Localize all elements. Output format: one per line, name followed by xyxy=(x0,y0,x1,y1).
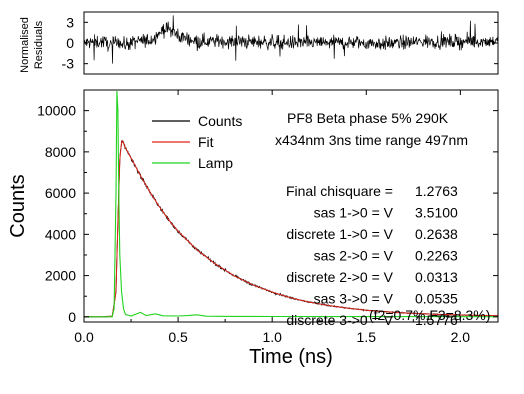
annotation-row-label: discrete 2->0 = V xyxy=(286,269,393,285)
residuals-series-group xyxy=(83,15,499,64)
annotation-row-label: sas 2->0 = V xyxy=(314,248,394,264)
decay-series-group xyxy=(83,90,499,318)
residuals-ylabel-line2: Residuals xyxy=(33,20,45,69)
annotation-title-line1: PF8 Beta phase 5% 290K xyxy=(287,110,449,126)
xtick-label: 0.5 xyxy=(168,329,188,345)
ytick-label: 4000 xyxy=(45,226,76,242)
annotation-rows: Final chisquare = 1.2763 sas 1->0 = V 3.510… xyxy=(286,183,458,328)
annotation-row-value: 1.2763 xyxy=(415,183,458,199)
ytick-label: 8000 xyxy=(45,144,76,160)
annotation-footnote: (f2=0.7%,F3=8.3%) xyxy=(369,307,490,323)
annotation-row-label: discrete 3->0 = V xyxy=(286,312,393,328)
residuals-ytick-label: -3 xyxy=(62,56,75,72)
annotation-row-value: 1.5776 xyxy=(415,312,458,328)
decay-panel: 0.0 0.5 1.0 1.5 2.0 0 2000 4000 6000 8000 10000 T… xyxy=(7,89,499,368)
series-line-lamp xyxy=(84,90,499,318)
ytick-label: 0 xyxy=(68,309,76,325)
legend-label-fit: Fit xyxy=(198,134,214,150)
xtick-label: 0.0 xyxy=(74,329,94,345)
residuals-line-0 xyxy=(83,15,499,64)
annotation-row-value: 0.2263 xyxy=(415,248,458,264)
annotation-row-value: 3.5100 xyxy=(415,205,458,221)
xtick-label: 1.0 xyxy=(262,329,282,345)
residuals-y-ticks: -3 0 3 xyxy=(62,14,498,72)
series-line-fit xyxy=(84,139,498,318)
fit-annotations: PF8 Beta phase 5% 290K x434nm 3ns time r… xyxy=(275,110,490,328)
y-axis-label: Counts xyxy=(7,174,29,237)
decay-y-ticks: 0 2000 4000 6000 8000 10000 xyxy=(37,103,498,325)
annotation-row-label: sas 1->0 = V xyxy=(314,205,394,221)
residuals-ylabel-line1: Normalised xyxy=(19,17,31,73)
residuals-panel: -3 0 3 Normalised Residuals xyxy=(19,11,499,75)
ytick-label: 6000 xyxy=(45,185,76,201)
annotation-row-label: Final chisquare = xyxy=(286,183,393,199)
legend: Counts Fit Lamp xyxy=(152,113,242,171)
decay-plot-frame xyxy=(83,89,499,323)
annotation-row-label: sas 3->0 = V xyxy=(314,291,394,307)
decay-x-ticks: 0.0 0.5 1.0 1.5 2.0 xyxy=(74,90,470,345)
annotation-row-value: 0.0535 xyxy=(415,291,458,307)
annotation-title-line2: x434nm 3ns time range 497nm xyxy=(275,132,468,148)
ytick-label: 10000 xyxy=(37,103,76,119)
residuals-ytick-label: 3 xyxy=(66,14,74,30)
annotation-row-label: discrete 1->0 = V xyxy=(286,226,393,242)
legend-label-counts: Counts xyxy=(198,113,242,129)
annotation-row-value: 0.2638 xyxy=(415,226,458,242)
x-axis-label: Time (ns) xyxy=(249,346,333,368)
residuals-ytick-label: 0 xyxy=(66,35,74,51)
xtick-label: 2.0 xyxy=(451,329,471,345)
ytick-label: 2000 xyxy=(45,268,76,284)
xtick-label: 1.5 xyxy=(357,329,377,345)
legend-label-lamp: Lamp xyxy=(198,155,233,171)
annotation-row-value: 0.0313 xyxy=(415,269,458,285)
